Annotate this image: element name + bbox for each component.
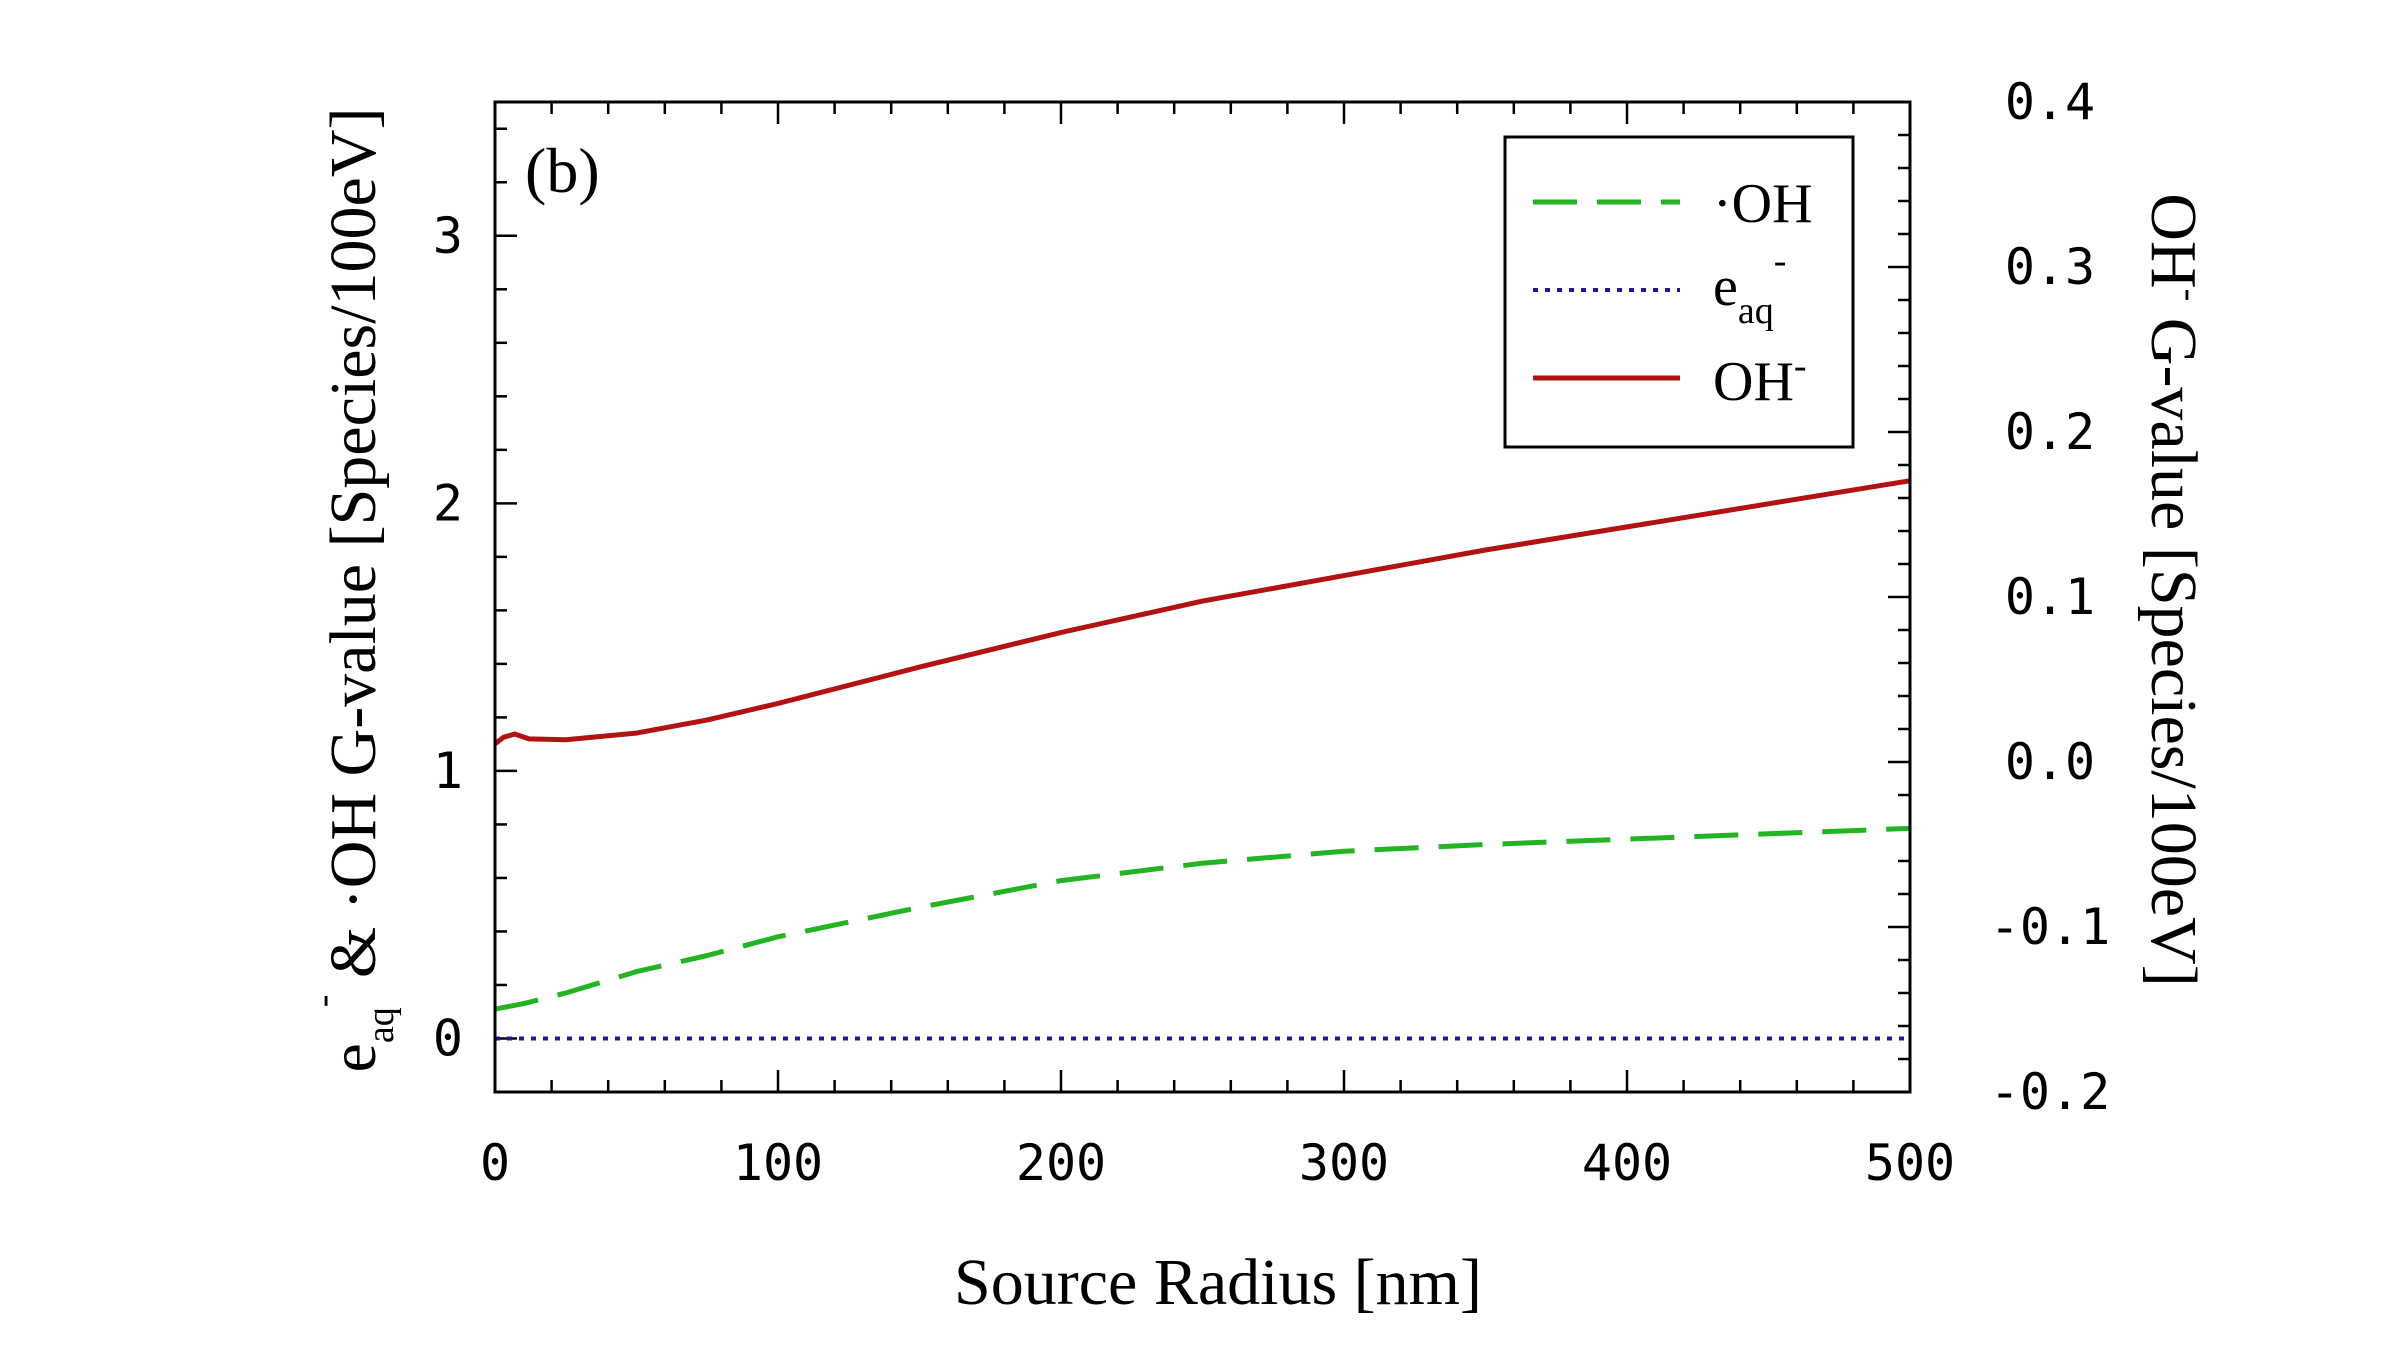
legend-1-base: e	[1713, 256, 1738, 318]
legend-1-sub: aq	[1738, 290, 1774, 332]
y-axis-right-title: OH- G-value [Species/100eV]	[2137, 193, 2211, 986]
y-left-tick-label: 3	[433, 207, 463, 265]
x-axis-title: Source Radius [nm]	[954, 1246, 1482, 1319]
legend: ·OH eaq- OH-	[1503, 135, 1855, 449]
x-tick-label: 500	[1865, 1134, 1955, 1192]
y-left-tick-label: 2	[433, 474, 463, 532]
series-oh-minus-line	[493, 478, 1911, 746]
y-left-amp: &	[317, 910, 390, 994]
panel-label: (b)	[525, 135, 600, 206]
x-tick-label: 0	[480, 1134, 510, 1192]
legend-2-base: OH	[1713, 351, 1794, 413]
y-right-tick-label: 0.3	[2005, 238, 2095, 296]
y-right-oh-base: OH	[2137, 193, 2210, 288]
legend-label-oh-radical: ·OH	[1713, 173, 1813, 235]
y-right-oh-sup: -	[2169, 289, 2211, 302]
y-left-tick-label: 0	[433, 1009, 463, 1067]
y-right-tick-label: 0.4	[2005, 73, 2095, 131]
y-right-tick-label: 0.0	[2005, 733, 2095, 791]
y-left-e-sub: aq	[360, 1007, 402, 1043]
y-left-e-sup: -	[302, 995, 344, 1008]
y-right-tick-label: 0.1	[2005, 568, 2095, 626]
legend-1-sup: -	[1774, 240, 1787, 282]
series-oh-radical-line	[494, 825, 1911, 1012]
y-left-oh-text: OH G-value [Species/100eV]	[317, 108, 390, 889]
y-right-tick-label: 0.2	[2005, 403, 2095, 461]
series-layer	[493, 478, 1911, 1041]
plot-frame	[493, 100, 1912, 1094]
y-left-oh-dot: ·	[317, 888, 390, 910]
y-axis-left-title: eaq - & ·OH G-value [Species/100eV]	[302, 108, 402, 1073]
x-tick-label: 200	[1016, 1134, 1106, 1192]
legend-0-dot: ·	[1713, 173, 1732, 235]
y-right-tick-label: -0.1	[1990, 898, 2110, 956]
y-right-rest: G-value [Species/100eV]	[2137, 301, 2210, 986]
legend-2-sup: -	[1794, 345, 1807, 387]
y-left-tick-label: 1	[433, 742, 463, 800]
tick-labels: 0 100 200 300 400 500 0 1 2 3 -0.2 -0.1 0.0 0.1 0.2 0.3…	[433, 73, 2110, 1192]
legend-0-base: OH	[1732, 173, 1813, 235]
y-left-e-base: e	[317, 1043, 390, 1072]
y-right-tick-label: -0.2	[1990, 1063, 2110, 1121]
x-tick-label: 100	[733, 1134, 823, 1192]
legend-label-e-aq: eaq-	[1713, 240, 1786, 332]
x-tick-label: 400	[1582, 1134, 1672, 1192]
x-tick-label: 300	[1299, 1134, 1389, 1192]
legend-label-oh-minus: OH-	[1713, 345, 1807, 413]
